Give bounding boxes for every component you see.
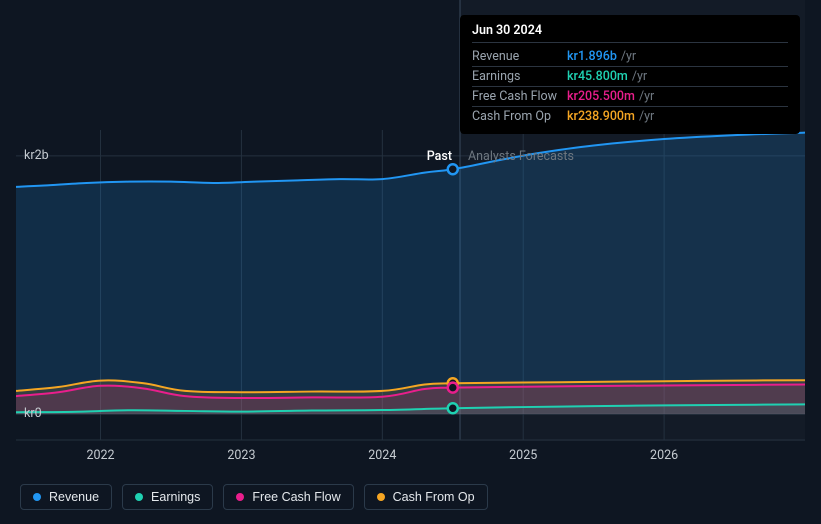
tooltip-row-value: kr1.896b bbox=[567, 49, 617, 64]
legend-item-cash-from-op[interactable]: Cash From Op bbox=[364, 484, 488, 510]
marker-earnings bbox=[448, 403, 458, 413]
tooltip-row-label: Free Cash Flow bbox=[472, 89, 567, 104]
marker-freeCashFlow bbox=[448, 383, 458, 393]
tooltip-row-label: Cash From Op bbox=[472, 109, 567, 124]
tooltip-row: Earningskr45.800m/yr bbox=[472, 67, 788, 87]
legend-dot-icon bbox=[135, 493, 143, 501]
legend-dot-icon bbox=[33, 493, 41, 501]
tooltip-row: Free Cash Flowkr205.500m/yr bbox=[472, 87, 788, 107]
tooltip-row-label: Revenue bbox=[472, 49, 567, 64]
tooltip-row-value: kr45.800m bbox=[567, 69, 628, 84]
legend-item-label: Revenue bbox=[49, 490, 99, 504]
y-axis-label: kr2b bbox=[24, 148, 49, 163]
legend-item-free-cash-flow[interactable]: Free Cash Flow bbox=[223, 484, 353, 510]
chart-legend: Revenue Earnings Free Cash Flow Cash From O… bbox=[20, 484, 488, 510]
x-axis-label: 2025 bbox=[509, 448, 537, 463]
legend-item-label: Free Cash Flow bbox=[252, 490, 340, 504]
x-axis-label: 2022 bbox=[86, 448, 114, 463]
y-axis-label: kr0 bbox=[24, 406, 42, 421]
x-axis-label: 2023 bbox=[227, 448, 255, 463]
tooltip-row-unit: /yr bbox=[632, 69, 647, 84]
x-axis-label: 2026 bbox=[650, 448, 678, 463]
tooltip-row-unit: /yr bbox=[639, 89, 654, 104]
tooltip-row-value: kr238.900m bbox=[567, 109, 635, 124]
legend-dot-icon bbox=[236, 493, 244, 501]
tooltip-row-label: Earnings bbox=[472, 69, 567, 84]
tooltip-date: Jun 30 2024 bbox=[472, 23, 788, 43]
tooltip-row: Revenuekr1.896b/yr bbox=[472, 47, 788, 67]
legend-item-label: Earnings bbox=[151, 490, 200, 504]
tooltip-row-unit: /yr bbox=[621, 49, 636, 64]
financials-chart: Jun 30 2024 Revenuekr1.896b/yrEarningskr… bbox=[0, 0, 821, 524]
tooltip-row-value: kr205.500m bbox=[567, 89, 635, 104]
marker-revenue bbox=[448, 164, 458, 174]
tooltip-row-unit: /yr bbox=[639, 109, 654, 124]
legend-item-earnings[interactable]: Earnings bbox=[122, 484, 213, 510]
tooltip-row: Cash From Opkr238.900m/yr bbox=[472, 107, 788, 126]
forecast-region-label: Analysts Forecasts bbox=[468, 149, 574, 164]
legend-item-label: Cash From Op bbox=[393, 490, 475, 504]
legend-dot-icon bbox=[377, 493, 385, 501]
legend-item-revenue[interactable]: Revenue bbox=[20, 484, 112, 510]
past-region-label: Past bbox=[427, 149, 452, 164]
x-axis-label: 2024 bbox=[368, 448, 396, 463]
chart-tooltip: Jun 30 2024 Revenuekr1.896b/yrEarningskr… bbox=[460, 15, 800, 134]
